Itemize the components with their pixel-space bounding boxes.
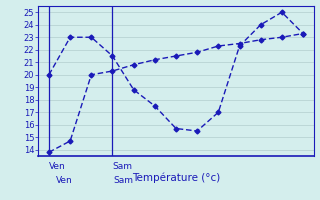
X-axis label: Température (°c): Température (°c) <box>132 173 220 183</box>
Text: Ven: Ven <box>56 176 73 185</box>
Text: Sam: Sam <box>113 162 132 171</box>
Text: Ven: Ven <box>49 162 66 171</box>
Text: Sam: Sam <box>114 176 134 185</box>
